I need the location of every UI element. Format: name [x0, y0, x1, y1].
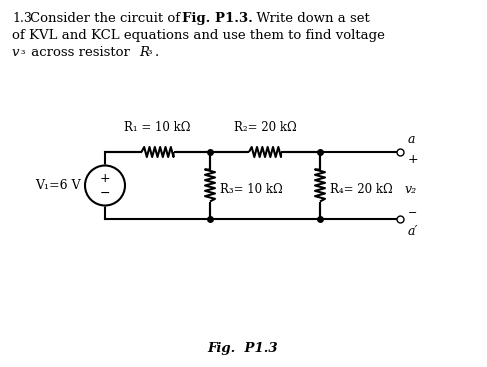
Text: across resistor: across resistor	[27, 46, 134, 59]
Text: 1.3: 1.3	[12, 12, 32, 25]
Text: ₃: ₃	[20, 46, 24, 56]
Text: +: +	[408, 153, 419, 166]
Text: R₃= 10 kΩ: R₃= 10 kΩ	[220, 183, 283, 196]
Text: Consider the circuit of: Consider the circuit of	[30, 12, 185, 25]
Text: a′: a′	[408, 225, 418, 238]
Text: v: v	[12, 46, 19, 59]
Text: R₁ = 10 kΩ: R₁ = 10 kΩ	[124, 121, 191, 134]
Text: of KVL and KCL equations and use them to find voltage: of KVL and KCL equations and use them to…	[12, 29, 385, 42]
Circle shape	[85, 166, 125, 206]
Text: V₁=6 V: V₁=6 V	[36, 179, 81, 192]
Circle shape	[84, 164, 126, 207]
Text: Write down a set: Write down a set	[248, 12, 370, 25]
Text: Fig.  P1.3: Fig. P1.3	[207, 342, 278, 355]
Text: −: −	[100, 187, 110, 200]
Text: +: +	[100, 172, 111, 185]
Text: R₂= 20 kΩ: R₂= 20 kΩ	[234, 121, 297, 134]
Text: Fig. P1.3.: Fig. P1.3.	[182, 12, 253, 25]
Text: R: R	[139, 46, 149, 59]
Text: a: a	[408, 133, 415, 146]
Text: ₃: ₃	[147, 46, 151, 56]
Text: .: .	[155, 46, 159, 59]
Text: v₂: v₂	[405, 183, 417, 196]
Text: R₄= 20 kΩ: R₄= 20 kΩ	[330, 183, 393, 196]
Text: −: −	[408, 208, 417, 218]
